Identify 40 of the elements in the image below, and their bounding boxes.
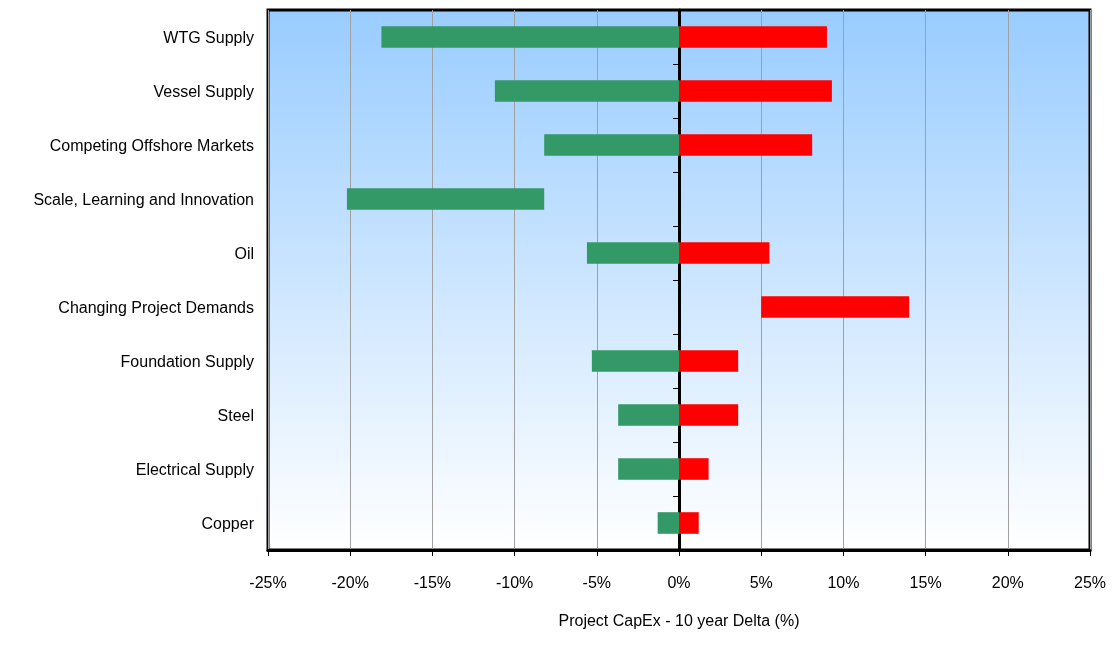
- bar: [591, 350, 679, 372]
- x-tick-label: 0%: [667, 573, 691, 591]
- x-tick-label: 20%: [991, 573, 1024, 591]
- bar: [618, 458, 679, 480]
- bar: [761, 296, 910, 318]
- y-tick-label: Competing Offshore Markets: [49, 136, 254, 154]
- y-tick-label: WTG Supply: [163, 28, 254, 46]
- x-axis-title: Project CapEx - 10 year Delta (%): [558, 611, 800, 629]
- bar: [679, 26, 827, 48]
- x-tick-label: -15%: [413, 573, 452, 591]
- x-tick-label: 25%: [1073, 573, 1107, 591]
- x-tick-label: 10%: [827, 573, 860, 591]
- bar: [679, 458, 709, 480]
- x-tick-label: -25%: [249, 573, 287, 591]
- bar: [679, 80, 832, 102]
- bar: [618, 404, 679, 426]
- bar: [346, 188, 545, 210]
- y-tick-label: Electrical Supply: [135, 460, 254, 478]
- bar: [381, 26, 679, 48]
- bar: [679, 512, 699, 534]
- x-tick-label: -20%: [331, 573, 369, 591]
- y-tick-label: Changing Project Demands: [58, 298, 254, 316]
- bar: [679, 404, 739, 426]
- y-tick-label: Oil: [234, 244, 254, 262]
- x-tick-label: 15%: [909, 573, 942, 591]
- bar: [544, 134, 679, 156]
- bar: [586, 242, 679, 264]
- bar: [679, 350, 739, 372]
- y-tick-label: Vessel Supply: [153, 82, 254, 100]
- bar: [679, 134, 813, 156]
- bar: [657, 512, 679, 534]
- x-tick-label: -5%: [582, 573, 612, 591]
- y-tick-label: Scale, Learning and Innovation: [33, 190, 254, 208]
- x-tick-label: -10%: [495, 573, 534, 591]
- bar: [494, 80, 679, 102]
- x-tick-label: 5%: [749, 573, 773, 591]
- y-tick-label: Copper: [201, 514, 255, 532]
- y-tick-label: Steel: [217, 406, 254, 424]
- y-tick-label: Foundation Supply: [120, 352, 254, 370]
- bar: [679, 242, 770, 264]
